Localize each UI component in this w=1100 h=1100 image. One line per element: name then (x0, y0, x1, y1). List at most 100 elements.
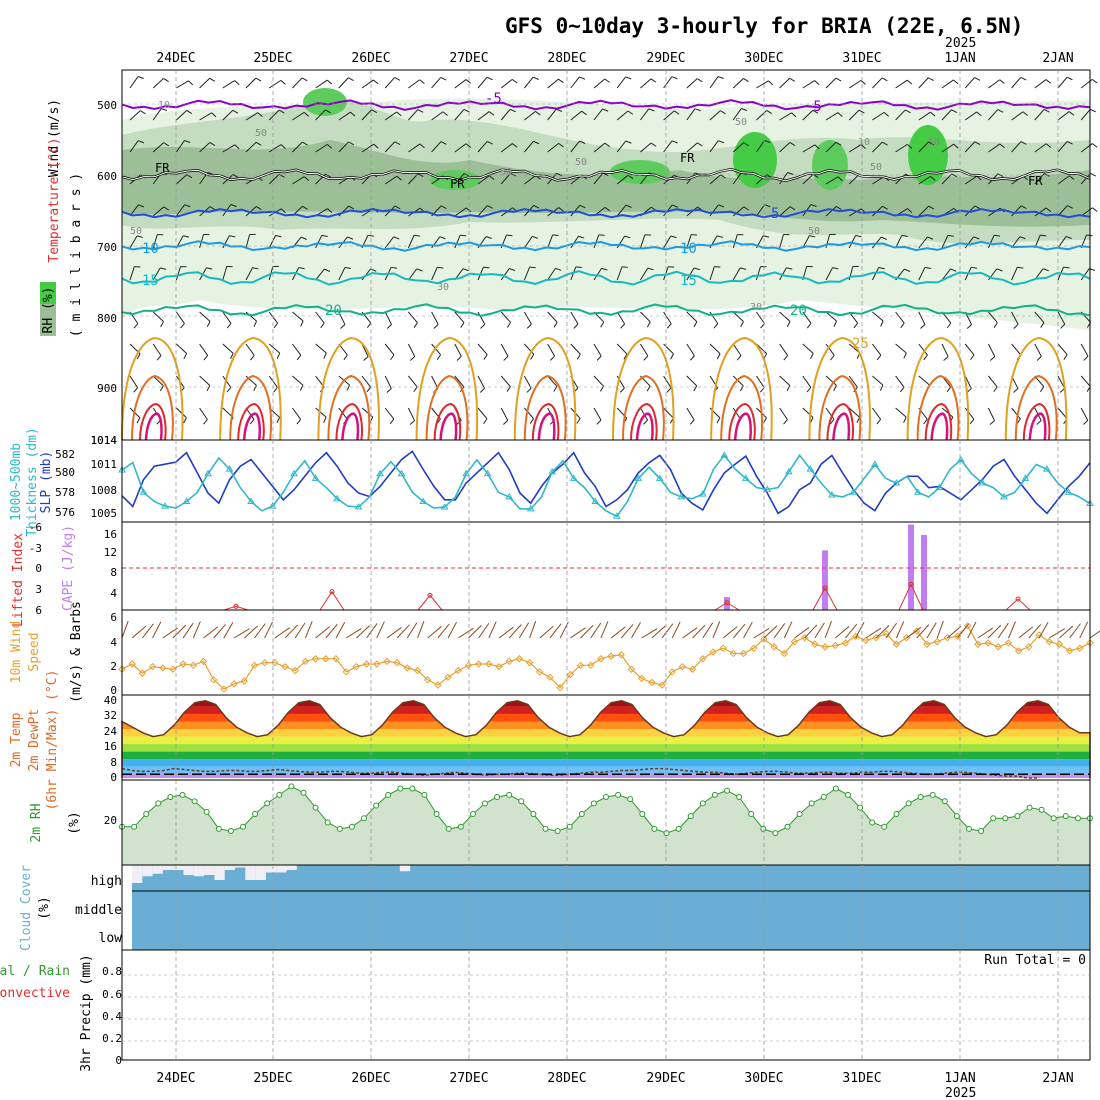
wind-barb (722, 626, 738, 639)
wind-barb-feather (976, 111, 982, 117)
wind-barb (692, 624, 706, 639)
wind-barb-feather (465, 207, 472, 213)
wind-barb (895, 375, 905, 388)
thickness-point (1064, 488, 1073, 495)
wind-barb (431, 77, 442, 89)
thickness-point (247, 497, 255, 504)
wind-barb-feather (138, 140, 145, 144)
wind-ylabel: Speed (27, 632, 42, 671)
wind-barb-feather (1020, 141, 1027, 145)
wind-barb (987, 624, 1002, 639)
wind-barb (547, 343, 556, 357)
wind-barb (523, 311, 532, 325)
wind-barb-feather (373, 79, 379, 85)
slp-tick: 1005 (91, 507, 118, 520)
wind-barb (500, 343, 509, 357)
wind-barb-feather (1083, 355, 1089, 361)
isotherm-label: -5 (805, 99, 822, 115)
precip-panel: 0.8 0.6 0.4 0.2 0 Run Total = 0 3hr Prec… (0, 953, 1086, 1072)
wind-barb (977, 627, 994, 639)
wind-barb (182, 622, 194, 639)
wind-barb-feather (999, 79, 1005, 84)
wind-barb (547, 268, 556, 281)
isotherm-25 (710, 336, 773, 441)
rh2m-point (1074, 815, 1081, 822)
li-tick: 0 (35, 562, 42, 575)
temp-band (122, 751, 1090, 760)
lifted-index-line (714, 602, 740, 611)
wind-barb (639, 343, 649, 357)
rh2m-point (990, 815, 997, 822)
wind-barb (152, 108, 162, 121)
rh2m-point (784, 823, 791, 830)
wind-barb (616, 343, 628, 355)
wind-barb-feather (673, 110, 680, 115)
wind-barb-feather (298, 267, 305, 270)
wind-barb-feather (160, 267, 167, 270)
wind-barb (779, 267, 787, 281)
wind-barb-feather (810, 353, 814, 359)
rh2m-point (506, 791, 513, 798)
wind-barb (794, 627, 810, 639)
rh2m-point (1038, 806, 1045, 813)
wind-barb-feather (133, 387, 138, 393)
wind-barb (338, 311, 346, 325)
wind-barb-feather (814, 144, 820, 150)
isotherm-label: 15 (680, 273, 697, 289)
wind-barb (129, 266, 135, 281)
rh-contour-label: 50 (870, 162, 882, 173)
wind-barb-feather (789, 77, 796, 82)
wind-barb (223, 622, 234, 639)
thickness-point (1000, 492, 1008, 500)
wind-barb (294, 622, 306, 639)
wind-barb-feather (789, 142, 796, 147)
wind-barb-feather (371, 109, 378, 113)
wind-barb-feather (483, 418, 488, 424)
wind-barb (763, 625, 778, 639)
rh2m-point (252, 811, 259, 817)
wind-barb (616, 235, 626, 249)
wind-barb-feather (413, 386, 418, 393)
wind-barb (732, 343, 742, 356)
wind-barb (1034, 311, 1045, 323)
rh-green-patch (908, 125, 948, 185)
wind-barb (338, 343, 348, 356)
rh2m-point (191, 798, 198, 805)
rh2m-point (1002, 815, 1009, 822)
isotherm-15 (121, 270, 1091, 286)
wind-speed-line (118, 620, 1100, 693)
wind-barb-feather (509, 268, 516, 272)
rh-shading (122, 88, 1090, 330)
wind-barb (1011, 343, 1021, 356)
wind-barb (384, 407, 395, 420)
wind-barb (547, 78, 559, 89)
wind-barb (129, 375, 139, 389)
wind-barb (222, 144, 236, 153)
wind-barb (834, 626, 850, 639)
cloud-level-label: middle (75, 903, 122, 918)
wind-barb (172, 624, 187, 639)
wind-barb (454, 207, 467, 217)
wind-barb-feather (323, 416, 327, 423)
wind-barb (987, 235, 995, 249)
wind-barb (773, 623, 786, 639)
wind-barb-feather (1020, 205, 1027, 209)
wind-barb (508, 624, 522, 639)
wind-barb-feather (556, 172, 563, 177)
wind-barb (131, 625, 147, 639)
wind-barb (1080, 207, 1093, 217)
wind-barb-feather (596, 419, 602, 425)
thickness-point (225, 465, 234, 472)
wind-barb-feather (1086, 234, 1093, 237)
wind-barb-feather (1017, 266, 1024, 269)
wind-barb (547, 142, 559, 153)
wind-barb (396, 624, 410, 639)
wind-barb-feather (575, 266, 582, 269)
wind-barb (222, 80, 235, 89)
wind-barb (152, 267, 161, 281)
wind-barb-feather (764, 140, 771, 144)
temp-band (122, 721, 1090, 730)
wind-barb-feather (833, 385, 837, 391)
wind-barb (663, 76, 673, 89)
rh2m-point (941, 798, 948, 805)
